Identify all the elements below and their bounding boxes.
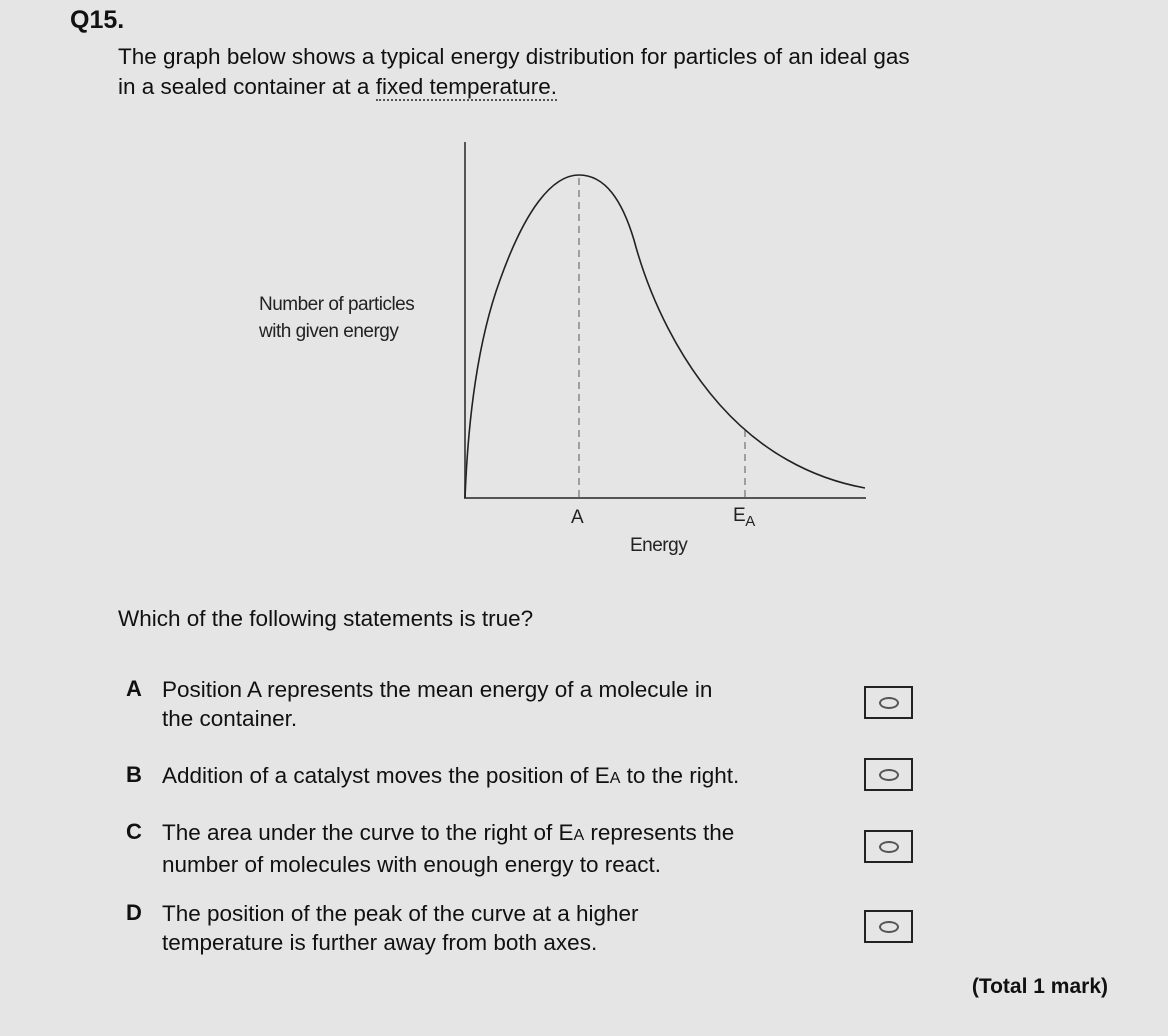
option-b-pre: Addition of a catalyst moves the positio… — [162, 763, 610, 788]
option-c-sub: A — [573, 827, 585, 844]
question-prompt: Which of the following statements is tru… — [118, 606, 534, 631]
marker-a-label: A — [571, 507, 584, 528]
option-b-letter: B — [126, 762, 142, 787]
marker-ea-main: E — [733, 505, 746, 526]
option-c-post: represents the — [584, 820, 735, 845]
energy-distribution-graph — [464, 142, 866, 499]
underlined-phrase: fixed temperature. — [375, 74, 558, 101]
total-marks: (Total 1 mark) — [971, 975, 1108, 998]
y-axis-label-line-1: Number of particles — [259, 294, 415, 315]
y-axis-label-line-2: with given energy — [259, 321, 399, 342]
option-b-answer-box[interactable] — [864, 758, 913, 791]
answer-bubble-icon — [879, 697, 899, 709]
intro-line-1: The graph below shows a typical energy d… — [118, 44, 910, 69]
x-axis-label: Energy — [630, 535, 688, 556]
marker-ea-label: EA — [733, 505, 755, 530]
intro-line-2: in a sealed container at a fixed tempera… — [118, 72, 558, 102]
option-a-letter: A — [126, 676, 142, 701]
option-c-line-2: number of molecules with enough energy t… — [162, 852, 662, 877]
option-d-answer-box[interactable] — [864, 910, 913, 943]
option-a-text: Position A represents the mean energy of… — [162, 675, 842, 733]
answer-bubble-icon — [879, 841, 899, 853]
answer-bubble-icon — [879, 921, 899, 933]
option-c-text: The area under the curve to the right of… — [162, 818, 842, 879]
intro-line-2-text: in a sealed container at a — [118, 74, 376, 99]
option-d-line-2: temperature is further away from both ax… — [162, 930, 598, 955]
option-d-letter: D — [126, 900, 142, 925]
option-a-line-2: the container. — [162, 706, 298, 731]
marker-ea-sub: A — [745, 513, 755, 530]
option-d-line-1: The position of the peak of the curve at… — [162, 901, 639, 926]
option-c-answer-box[interactable] — [864, 830, 913, 863]
option-b-post: to the right. — [620, 763, 740, 788]
answer-bubble-icon — [879, 769, 899, 781]
option-c-letter: C — [126, 819, 142, 844]
question-number: Q15. — [70, 6, 125, 34]
option-a-line-1: Position A represents the mean energy of… — [162, 677, 713, 702]
option-b-sub: A — [609, 770, 621, 787]
option-b-text: Addition of a catalyst moves the positio… — [162, 761, 842, 793]
option-c-pre: The area under the curve to the right of… — [162, 820, 574, 845]
distribution-curve — [464, 174, 866, 499]
option-a-answer-box[interactable] — [864, 686, 913, 719]
option-d-text: The position of the peak of the curve at… — [162, 899, 842, 957]
